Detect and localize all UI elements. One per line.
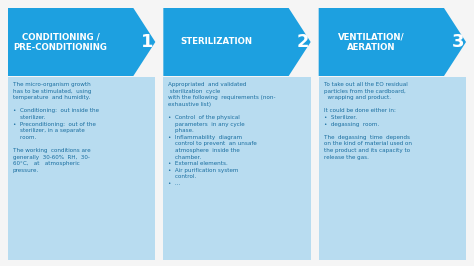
- Polygon shape: [319, 8, 466, 76]
- Bar: [8, 77, 155, 260]
- Bar: [319, 77, 466, 260]
- Text: CONDITIONING /
PRE-CONDITIONING: CONDITIONING / PRE-CONDITIONING: [14, 32, 108, 52]
- Text: The micro-organism growth
has to be stimulated,  using
temperature  and humidity: The micro-organism growth has to be stim…: [13, 82, 99, 173]
- Text: To take out all the EO residual
particles from the cardboard,
  wrapping and pro: To take out all the EO residual particle…: [324, 82, 411, 160]
- Bar: [164, 77, 310, 260]
- Text: 2: 2: [297, 33, 309, 51]
- Text: Appropriated  and validated
 sterilization  cycle
with the following  requiremen: Appropriated and validated sterilization…: [168, 82, 276, 186]
- Text: 3: 3: [452, 33, 465, 51]
- Text: 1: 1: [141, 33, 154, 51]
- Polygon shape: [164, 8, 310, 76]
- Polygon shape: [8, 8, 155, 76]
- Text: VENTILATION/
AERATION: VENTILATION/ AERATION: [338, 32, 405, 52]
- Text: STERILIZATION: STERILIZATION: [180, 38, 252, 47]
